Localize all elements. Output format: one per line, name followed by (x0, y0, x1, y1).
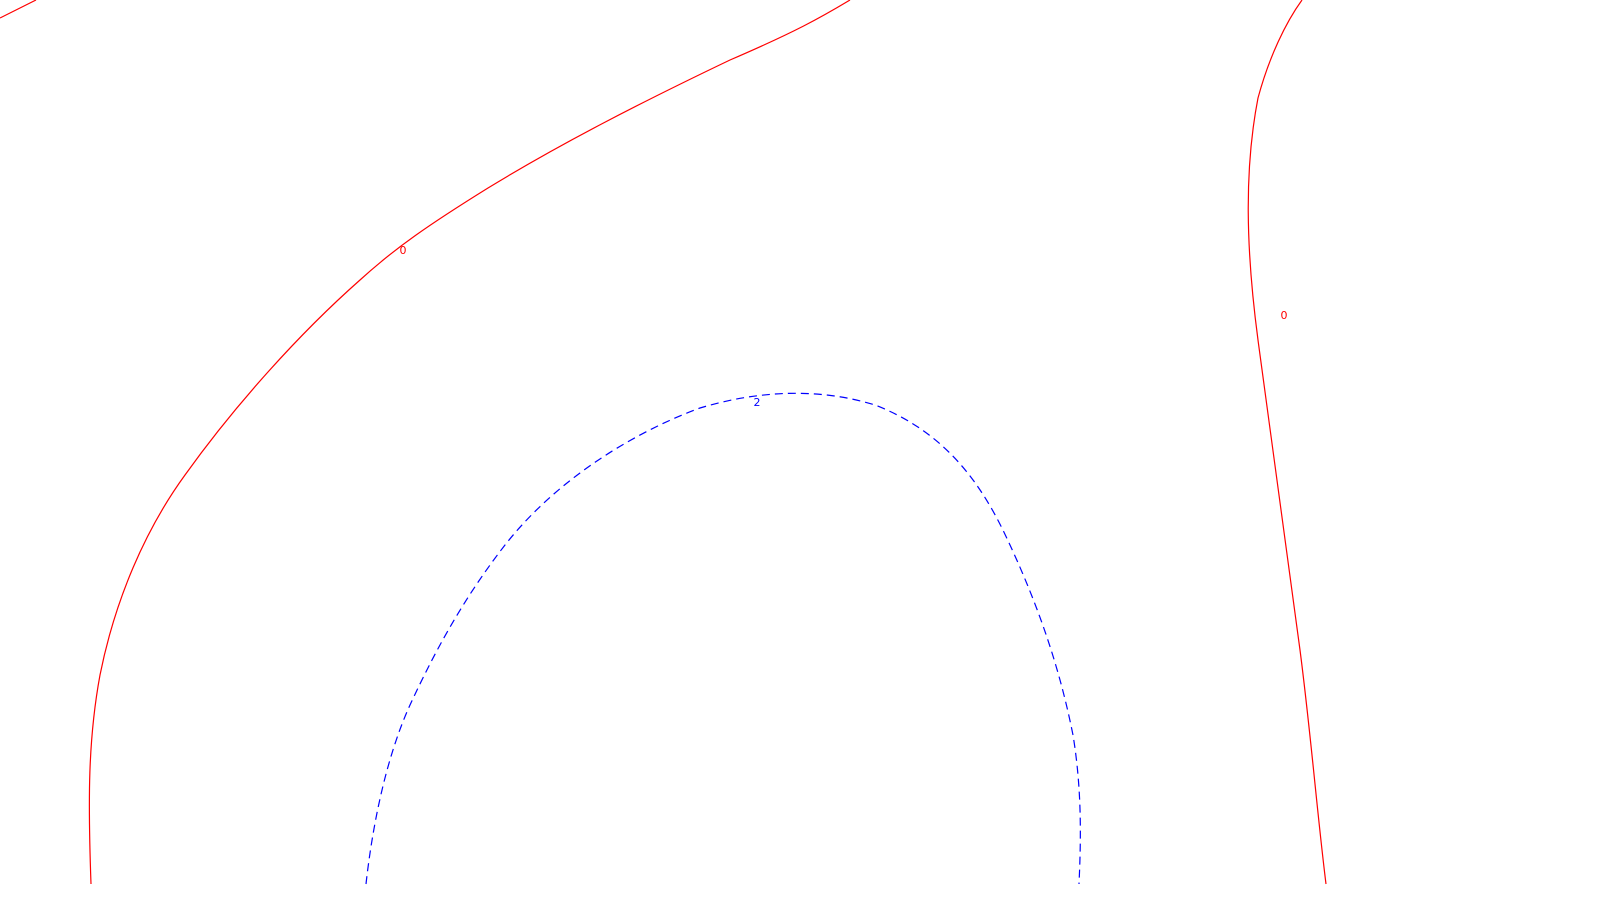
contour-label-0-right: 0 (1281, 309, 1288, 322)
contour-line-level-0-left (0, 0, 851, 885)
contour-line-level-0-right (1247, 0, 1327, 885)
contour-label-2: 2 (754, 396, 761, 409)
contour-label-0-left: 0 (400, 244, 407, 257)
contour-line-level-2 (365, 392, 1081, 885)
